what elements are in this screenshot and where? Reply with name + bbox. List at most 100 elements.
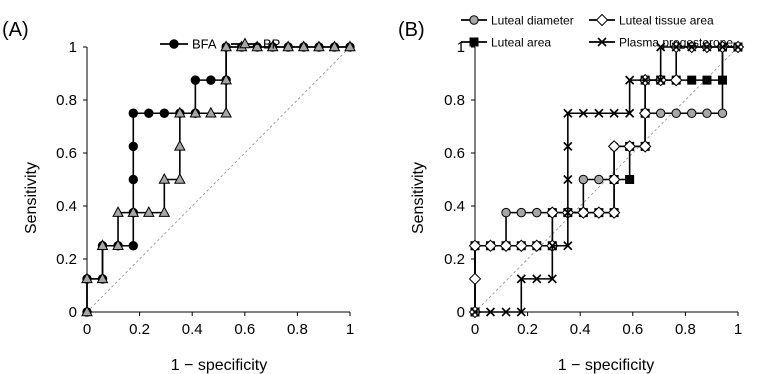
panel-b-point-plasma-progesterone — [563, 241, 573, 251]
panel-b-point-luteal-diameter — [717, 108, 728, 118]
panel-a-y-axis-title: Sensitivity — [23, 162, 40, 234]
panel-b-x-tick-label: 0.6 — [622, 321, 643, 338]
panel-b-point-luteal-diameter — [532, 207, 542, 218]
panel-b-x-tick-label: 0.4 — [570, 321, 591, 338]
panel-a-point-bfa — [128, 241, 138, 251]
panel-a-axes: 0 0.2 0.4 0.6 0.8 1 0 0.2 0.4 0.6 0.8 1 — [56, 39, 354, 338]
panel-a-legend-label-bp: BP — [263, 37, 280, 52]
panel-b-point-plasma-progesterone — [687, 42, 697, 52]
panel-b-legend-marker-luteal-tissue-area — [595, 13, 609, 27]
panel-a-point-bp — [266, 40, 279, 52]
panel-b-point-plasma-progesterone — [702, 42, 712, 52]
panel-b-point-plasma-progesterone — [733, 42, 743, 52]
panel-b-legend-marker-plasma-progesterone — [597, 37, 607, 47]
panel-b-legend-label-plasma-progesterone: Plasma progesterone — [619, 36, 733, 50]
panel-a-x-tick-label: 0 — [83, 321, 91, 338]
panel-b-point-luteal-area — [702, 75, 712, 85]
panel-b-point-plasma-progesterone — [563, 141, 573, 151]
panel-a-point-bp — [112, 239, 124, 251]
panel-b-point-luteal-tissue-area — [546, 206, 559, 219]
panel-b-point-luteal-diameter — [516, 207, 526, 218]
panel-b-axes: 0 0.2 0.4 0.6 0.8 1 0 0.2 0.4 0.6 0.8 1 — [444, 39, 742, 338]
panel-a-point-bfa — [190, 75, 201, 85]
panel-a-point-bp — [344, 40, 356, 52]
panel-a-point-bp — [313, 40, 325, 52]
panel-b-point-luteal-diameter — [702, 108, 712, 118]
panel-a-point-bfa — [128, 141, 138, 152]
panel-b-point-luteal-tissue-area — [607, 173, 621, 186]
panel-b-point-plasma-progesterone — [671, 42, 681, 52]
panel-a-point-bfa — [128, 174, 138, 185]
panel-b-point-luteal-tissue-area — [623, 140, 636, 153]
panel-a-point-bp — [81, 272, 93, 284]
panel-b-point-plasma-progesterone — [563, 208, 573, 218]
panel-b-legend-marker-luteal-area — [469, 37, 479, 47]
panel-a-point-bp — [189, 106, 202, 118]
panel-b-point-plasma-progesterone — [625, 108, 635, 118]
panel-b-point-plasma-progesterone — [594, 108, 604, 118]
panel-a-y-tick-label: 0.8 — [56, 92, 77, 109]
panel-a-point-bp — [158, 206, 171, 217]
panel-b-point-plasma-progesterone — [516, 307, 526, 317]
panel-b-y-tick-label: 1 — [457, 39, 465, 56]
panel-b: (B) 0 0.2 0.4 0.6 0.8 1 0 0.2 0.4 0.6 0.8 1 Luteal … — [398, 14, 745, 374]
panel-a-point-bp — [297, 40, 310, 52]
panel-b-point-plasma-progesterone — [485, 307, 496, 317]
panel-b-point-plasma-progesterone — [470, 307, 480, 317]
panel-b-point-plasma-progesterone — [717, 42, 728, 52]
panel-b-point-plasma-progesterone — [516, 274, 526, 284]
panel-a-point-bp — [205, 106, 217, 118]
panel-b-point-luteal-tissue-area — [499, 239, 513, 252]
panel-a-point-bp — [220, 73, 232, 85]
panel-b-point-plasma-progesterone — [625, 75, 635, 85]
panel-b-legend-label-luteal-area: Luteal area — [491, 36, 551, 50]
panel-b-point-plasma-progesterone — [656, 75, 666, 85]
panel-a-point-bp — [174, 139, 186, 151]
panel-a-point-bp — [158, 172, 171, 184]
panel-a-x-tick-label: 0.6 — [234, 321, 255, 338]
panel-a-point-bp — [112, 206, 124, 217]
panel-b-legend-label-luteal-diameter: Luteal diameter — [491, 14, 574, 28]
panel-b-x-axis-title: 1 − specificity — [558, 357, 654, 374]
panel-a-point-bfa — [159, 108, 170, 118]
panel-b-point-luteal-tissue-area — [638, 107, 652, 120]
panel-a-y-tick-label: 0.4 — [56, 198, 77, 215]
panel-a-point-bp — [127, 206, 140, 217]
panel-b-point-luteal-tissue-area — [577, 206, 590, 219]
panel-a-y-tick-label: 0.6 — [56, 145, 77, 162]
panel-b-point-luteal-tissue-area — [530, 239, 544, 252]
panel-b-point-plasma-progesterone — [656, 42, 666, 52]
panel-a-y-tick-label: 1 — [69, 39, 77, 56]
panel-b-point-luteal-tissue-area — [607, 206, 621, 219]
panel-a-legend-marker-bfa — [169, 39, 179, 49]
panel-a-point-bp — [174, 106, 186, 118]
panel-b-point-plasma-progesterone — [547, 274, 557, 284]
panel-b-point-plasma-progesterone — [609, 108, 619, 118]
panel-b-point-luteal-tissue-area — [468, 239, 482, 252]
panel-b-point-plasma-progesterone — [532, 274, 542, 284]
panel-b-label: (B) — [398, 19, 425, 41]
panel-a-point-bp — [174, 172, 186, 184]
panel-b-point-luteal-diameter — [501, 207, 511, 218]
panel-b-point-plasma-progesterone — [501, 307, 511, 317]
panel-b-point-luteal-tissue-area — [638, 140, 652, 153]
panel-b-y-tick-label: 0.4 — [444, 198, 465, 215]
panel-b-legend: Luteal diameter Luteal area Luteal tissue … — [461, 14, 733, 50]
panel-a-label: (A) — [2, 19, 29, 41]
panel-b-x-tick-label: 0 — [471, 321, 479, 338]
panel-a-point-bp — [96, 239, 109, 251]
panel-b-point-luteal-tissue-area — [468, 272, 482, 286]
panel-a-y-tick-label: 0 — [69, 304, 77, 321]
panel-b-point-luteal-diameter — [671, 108, 681, 118]
panel-b-x-tick-label: 0.8 — [675, 321, 696, 338]
panel-a-legend-marker-bp — [239, 37, 251, 49]
panel-a-point-bfa — [128, 108, 138, 118]
panel-b-point-luteal-diameter — [687, 108, 697, 118]
panel-b-y-tick-label: 0 — [457, 304, 465, 321]
panel-a-point-bp — [220, 106, 232, 118]
panel-b-legend-marker-luteal-diameter — [469, 15, 479, 25]
panel-a-point-bp — [328, 40, 341, 52]
panel-a-point-bp — [220, 40, 232, 52]
panel-a-y-tick-label: 0.2 — [56, 251, 77, 268]
